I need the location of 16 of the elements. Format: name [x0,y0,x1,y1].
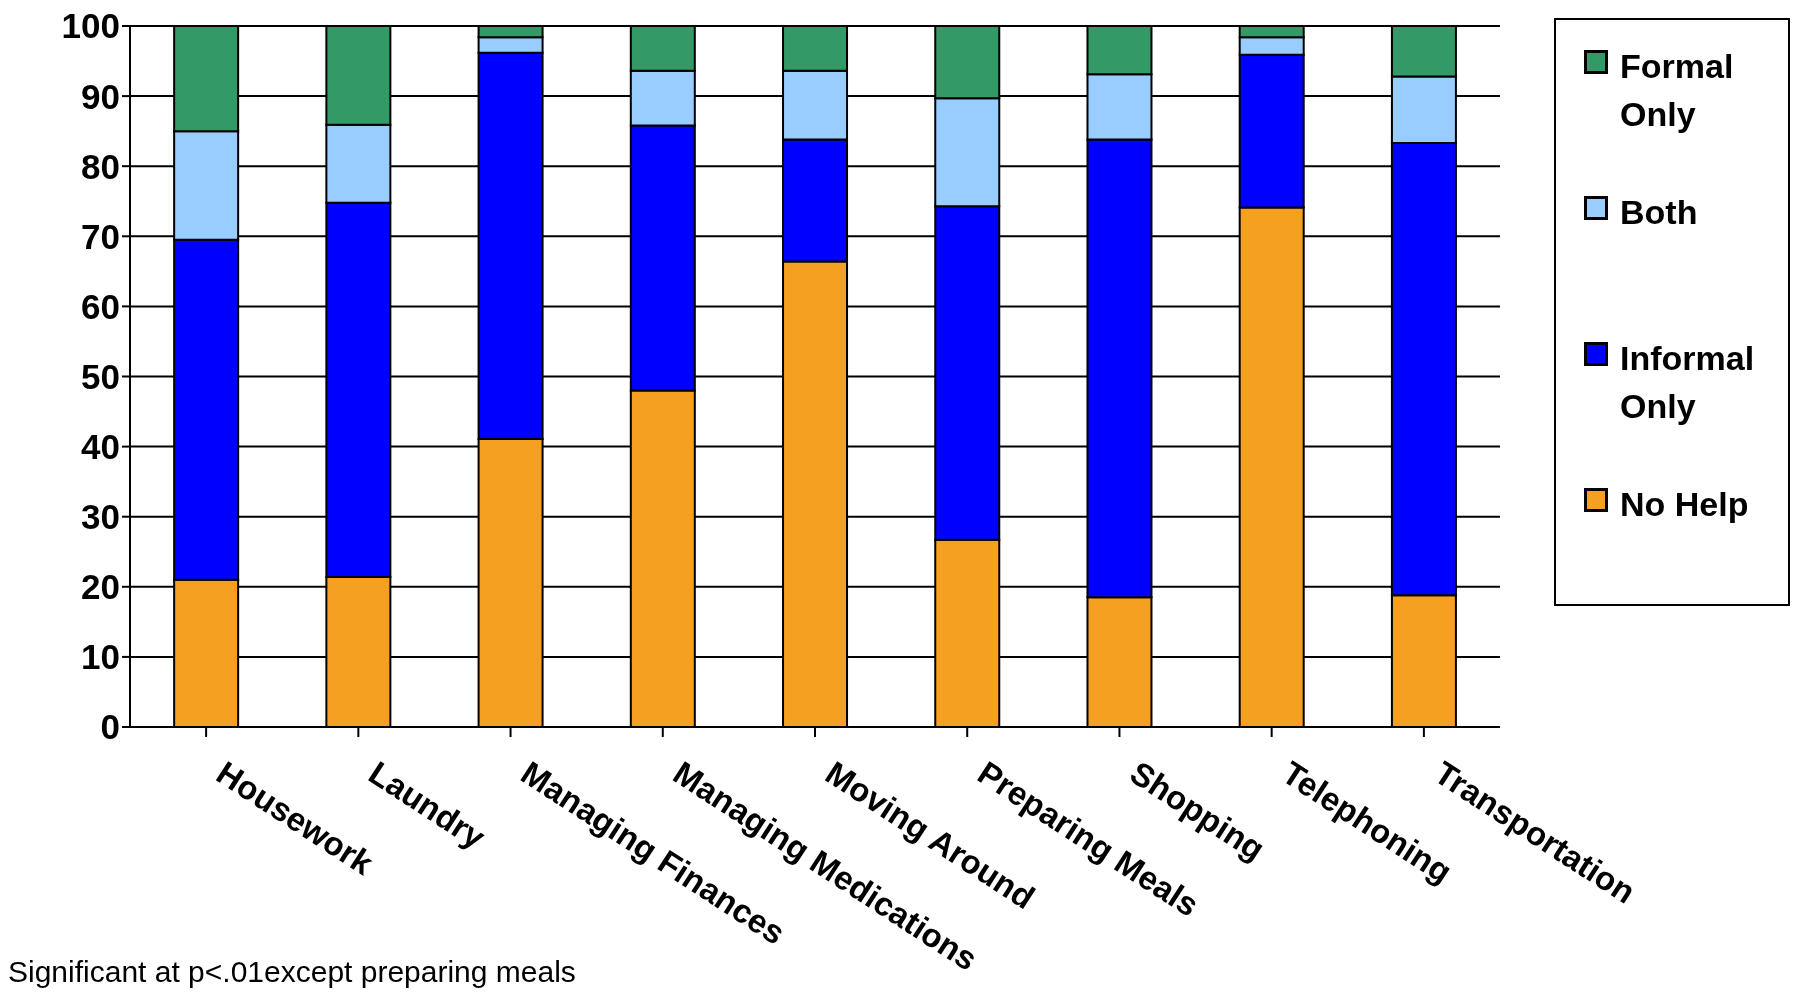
legend-label: Formal Only [1620,46,1735,135]
y-tick-label: 80 [81,146,120,186]
y-tick-label: 30 [81,497,120,537]
y-tick-label: 40 [81,427,120,467]
legend-label: No Help [1620,484,1750,525]
legend-label: Informal Only [1620,338,1756,427]
text: Significant at p<.01except preparing meals [8,955,576,989]
y-tick-label: 50 [81,356,120,396]
legend-label: Both [1620,192,1699,233]
y-tick-label: 10 [81,637,120,677]
y-tick-label: 70 [81,216,120,256]
y-tick-label: 0 [100,707,120,747]
y-tick-label: 20 [81,567,120,607]
y-tick-label: 60 [81,286,120,326]
y-tick-label: 100 [61,6,120,46]
y-tick-label: 90 [81,76,120,116]
